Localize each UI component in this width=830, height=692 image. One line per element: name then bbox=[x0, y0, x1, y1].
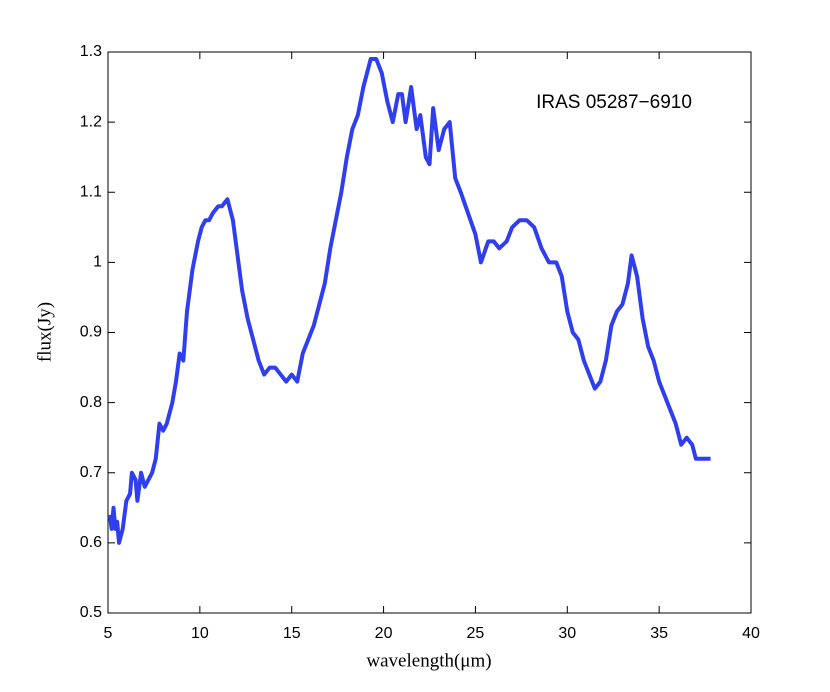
y-tick-label: 0.8 bbox=[80, 394, 102, 411]
y-tick-label: 1.1 bbox=[80, 183, 102, 200]
x-tick-label: 40 bbox=[742, 625, 760, 642]
data-line bbox=[107, 57, 711, 545]
x-tick-label: 15 bbox=[283, 625, 301, 642]
y-tick-label: 1.2 bbox=[80, 113, 102, 130]
x-tick-label: 20 bbox=[375, 625, 393, 642]
y-tick-label: 0.9 bbox=[80, 324, 102, 341]
annotation: IRAS 05287−6910 bbox=[536, 92, 692, 113]
x-axis-label: wavelength(μm) bbox=[366, 650, 491, 671]
x-tick-label: 35 bbox=[650, 625, 668, 642]
y-tick-label: 0.6 bbox=[80, 534, 102, 551]
y-tick-label: 1 bbox=[93, 254, 102, 271]
y-tick-label: 1.3 bbox=[80, 43, 102, 60]
x-tick-label: 25 bbox=[467, 625, 485, 642]
y-tick-label: 0.7 bbox=[80, 464, 102, 481]
x-tick-label: 30 bbox=[558, 625, 576, 642]
x-tick-label: 5 bbox=[104, 625, 113, 642]
y-axis-label: flux(Jy) bbox=[34, 302, 55, 362]
y-tick-label: 0.5 bbox=[80, 604, 102, 621]
x-tick-label: 10 bbox=[191, 625, 209, 642]
